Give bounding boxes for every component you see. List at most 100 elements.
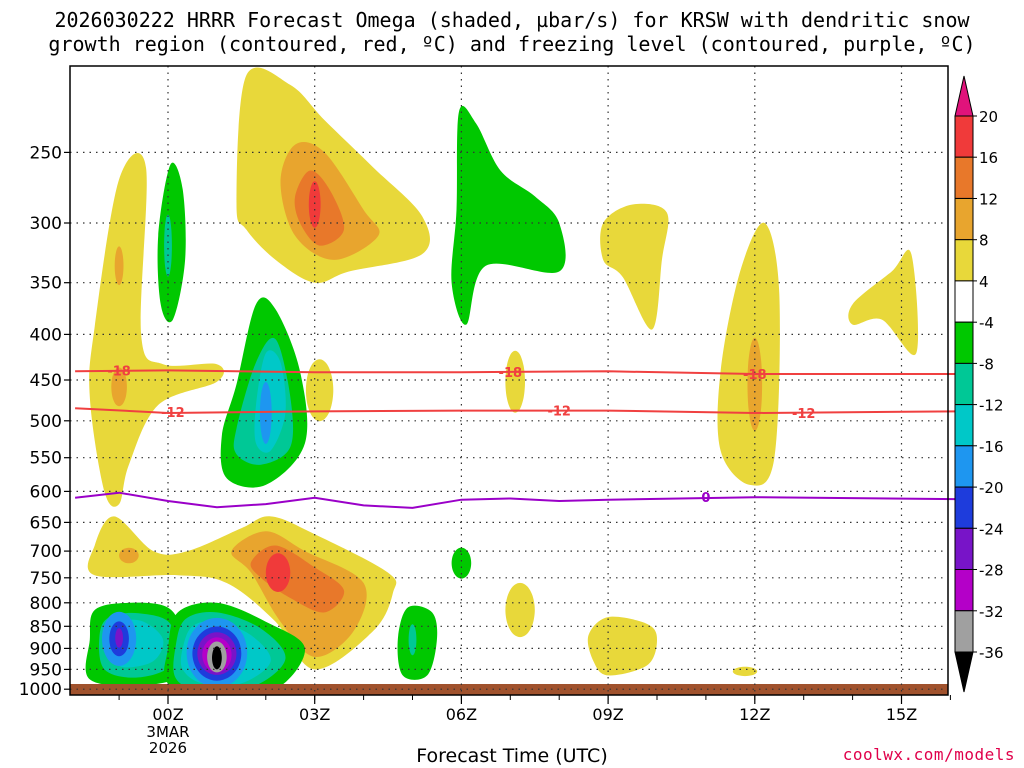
colorbar-label--32: -32 [979, 603, 1004, 621]
colorbar-label--8: -8 [979, 355, 994, 373]
ground-terrain [70, 684, 948, 695]
colorbar-bin-8 [954, 445, 974, 488]
chart-title-line-2: growth region (contoured, red, ºC) and f… [48, 32, 976, 56]
y-tick-label-1000: 1000 [19, 680, 62, 700]
x-axis-title: Forecast Time (UTC) [416, 745, 608, 767]
dgz-contour--18 [75, 369, 956, 375]
chart-title-line-1: 2026030222 HRRR Forecast Omega (shaded, … [54, 8, 970, 32]
colorbar-label--12: -12 [979, 397, 1004, 415]
colorbar-label-16: 16 [979, 149, 998, 167]
x-tick-label-06Z: 06Z [446, 705, 477, 724]
colorbar-bin-4 [954, 280, 974, 323]
colorbar-label-12: 12 [979, 191, 998, 209]
y-tick-label-350: 350 [30, 274, 62, 294]
omega-fill-plume-yellow [89, 152, 224, 507]
colorbar-bin-2 [954, 198, 974, 241]
dgz-label-18-1: -18 [499, 366, 523, 381]
dgz-label-12-2-text: -12 [792, 407, 816, 422]
omega-fill-09z-low-yellow [587, 616, 657, 676]
omega-fill-07z-small-yellow [505, 350, 525, 413]
omega-fill-06z-low-green [451, 547, 472, 579]
colorbar-label--28: -28 [979, 562, 1004, 580]
y-tick-label-600: 600 [30, 482, 62, 502]
y-tick-label-400: 400 [30, 325, 62, 345]
omega-fill-plume-gold-upper [114, 246, 124, 286]
temperature-contours: -18 -18 -18 -12 -12 -12 0 [74, 364, 956, 509]
x-tick-sublabel-2026: 2026 [149, 739, 187, 757]
colorbar-label--36: -36 [979, 644, 1004, 662]
dgz-label-12-2: -12 [792, 407, 816, 422]
y-tick-label-650: 650 [30, 513, 62, 533]
colorbar-bin-1 [954, 156, 974, 199]
colorbar-bin-0 [954, 115, 974, 158]
omega-fill-15z-yellow [848, 249, 919, 356]
colorbar-bin-12 [954, 610, 974, 653]
y-tick-label-700: 700 [30, 542, 62, 562]
colorbar-bin-9 [954, 486, 974, 529]
dgz-label-18-0: -18 [107, 364, 131, 379]
omega-fill-06z-green [451, 105, 566, 325]
colorbar-label--16: -16 [979, 438, 1004, 456]
source-credit: coolwx.com/models [842, 745, 1015, 764]
omega-fill-02z-blue [259, 382, 272, 444]
omega-fill-05z-green [397, 605, 438, 680]
omega-fill-upper-neg-teal [164, 214, 172, 277]
colorbar-bin-11 [954, 569, 974, 612]
colorbar-bin-7 [954, 404, 974, 447]
dgz-label-12-1-text: -12 [547, 405, 571, 420]
dgz-label-18-2-text: -18 [743, 368, 767, 383]
y-tick-label-550: 550 [30, 449, 62, 469]
y-tick-label-850: 850 [30, 617, 62, 637]
colorbar-label-4: 4 [979, 273, 989, 291]
omega-fill-09z-yellow [600, 203, 669, 330]
colorbar-arrow-top [954, 75, 974, 117]
freezing-level-contour [74, 491, 956, 509]
y-axis: 2503003504004505005506006507007508008509… [19, 143, 70, 700]
omega-fill-12z-low-yellow [732, 666, 758, 677]
y-tick-label-500: 500 [30, 412, 62, 432]
colorbar: 20 16 12 8 4 -4 -8 -12 -16 -20 -24 -28 -32 -36 [954, 75, 1004, 693]
omega-fill-03z-small-yellow [305, 359, 334, 422]
freezing-level-label: 0 [701, 491, 710, 506]
y-tick-label-750: 750 [30, 569, 62, 589]
colorbar-bin-3 [954, 239, 974, 282]
omega-fill-05z-teal [408, 624, 417, 656]
x-tick-label-03Z: 03Z [299, 705, 330, 724]
colorbar-label--4: -4 [979, 314, 994, 332]
y-tick-label-900: 900 [30, 639, 62, 659]
freezing-level-label-text: 0 [701, 491, 710, 506]
omega-fill-low-gold-left [119, 547, 139, 564]
dgz-label-12-0: -12 [161, 406, 185, 421]
dgz-label-18-2: -18 [743, 368, 767, 383]
grid-lines [70, 66, 948, 695]
colorbar-label--24: -24 [979, 520, 1004, 538]
x-tick-label-15Z: 15Z [886, 705, 917, 724]
colorbar-label--20: -20 [979, 479, 1004, 497]
y-tick-label-950: 950 [30, 660, 62, 680]
y-tick-label-300: 300 [30, 214, 62, 234]
x-tick-label-12Z: 12Z [739, 705, 770, 724]
omega-fill-12z-gold [747, 337, 763, 431]
omega-fill-left-purple [115, 628, 123, 648]
dgz-label-18-1-text: -18 [499, 366, 523, 381]
omega-fill-center-black [212, 646, 222, 670]
omega-fill-plume-gold-lower [111, 367, 127, 407]
y-tick-label-450: 450 [30, 371, 62, 391]
omega-fill-low-red [265, 553, 291, 592]
colorbar-bin-5 [954, 321, 974, 364]
x-tick-sublabel-3MAR: 3MAR [146, 723, 189, 741]
omega-fill-03z-red [308, 181, 321, 228]
colorbar-bin-6 [954, 362, 974, 406]
omega-fill-12z-yellow [717, 222, 780, 486]
dgz-label-18-0-text: -18 [107, 364, 131, 379]
colorbar-label-20: 20 [979, 108, 998, 126]
colorbar-label-8: 8 [979, 232, 989, 250]
omega-shading [85, 67, 919, 695]
omega-fill-07z-low-yellow [505, 582, 535, 638]
dgz-label-12-1: -12 [547, 405, 571, 420]
y-tick-label-250: 250 [30, 143, 62, 163]
x-tick-label-09Z: 09Z [592, 705, 623, 724]
colorbar-bin-10 [954, 527, 974, 570]
